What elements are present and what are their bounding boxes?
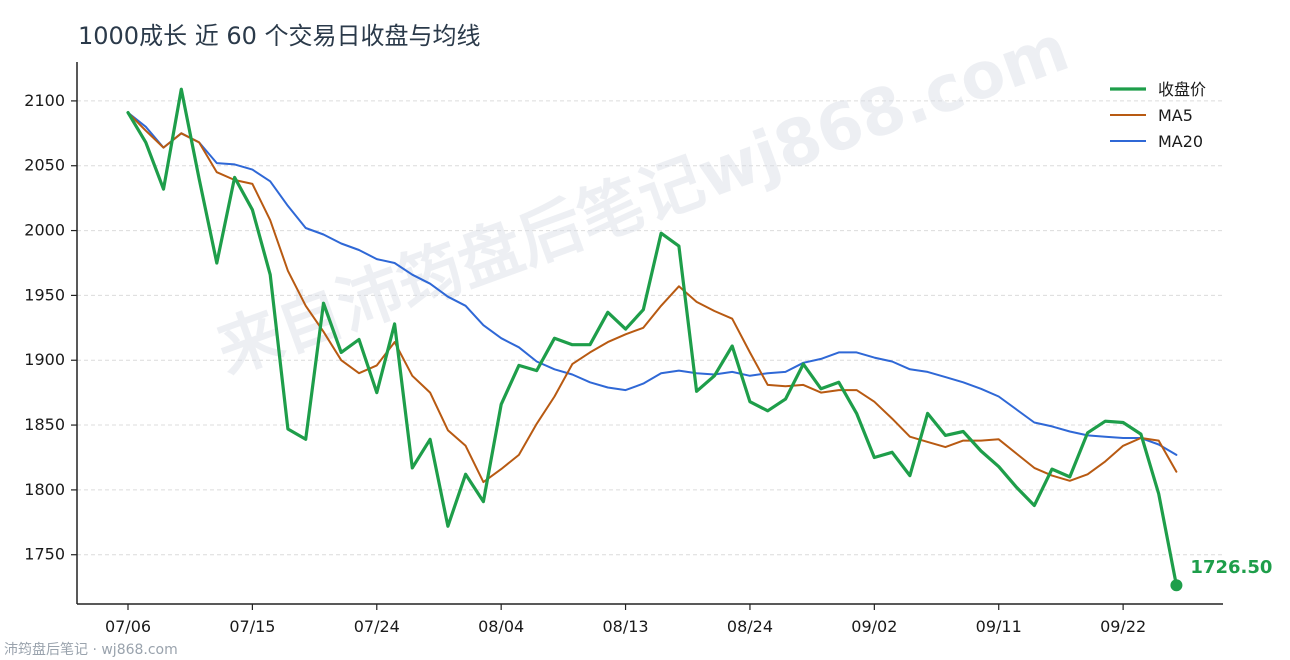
y-tick-label: 2000 <box>24 221 65 240</box>
last-value-marker: 1726.50 <box>1170 557 1272 592</box>
x-tick-label: 08/04 <box>478 617 524 636</box>
y-tick-label: 1850 <box>24 415 65 434</box>
y-axis-ticks: 1750 1800 1850 1900 1950 2000 2050 2100 <box>24 91 77 564</box>
close-price-line <box>126 87 1179 587</box>
last-close-point <box>1170 579 1183 592</box>
watermark: 来自沛筠盘后笔记wj868.com <box>208 12 1079 389</box>
x-tick-label: 09/11 <box>976 617 1022 636</box>
x-axis-ticks: 07/06 07/15 07/24 08/04 08/13 08/24 09/02 09/11… <box>105 604 1146 636</box>
footer-text: 沛筠盘后笔记 · wj868.com <box>4 641 178 658</box>
chart-title: 1000成长 近 60 个交易日收盘与均线 <box>78 22 481 50</box>
y-tick-label: 1950 <box>24 285 65 304</box>
ma20-line <box>127 111 1178 456</box>
x-tick-label: 09/02 <box>851 617 897 636</box>
ma5-line <box>127 111 1178 484</box>
last-close-label: 1726.50 <box>1190 557 1272 578</box>
legend-label: MA20 <box>1158 132 1203 151</box>
legend: 收盘价 MA5 MA20 <box>1110 80 1206 151</box>
y-tick-label: 1800 <box>24 480 65 499</box>
y-tick-label: 1750 <box>24 545 65 564</box>
axes <box>76 62 1223 605</box>
x-tick-label: 07/06 <box>105 617 151 636</box>
y-tick-label: 2100 <box>24 91 65 110</box>
y-tick-label: 1900 <box>24 350 65 369</box>
x-tick-label: 08/13 <box>603 617 649 636</box>
y-tick-label: 2050 <box>24 156 65 175</box>
legend-label: 收盘价 <box>1158 80 1206 99</box>
legend-label: MA5 <box>1158 106 1193 125</box>
x-tick-label: 08/24 <box>727 617 773 636</box>
x-tick-label: 07/24 <box>354 617 400 636</box>
grid-lines <box>77 100 1223 556</box>
series-lines <box>126 87 1179 587</box>
x-tick-label: 07/15 <box>229 617 275 636</box>
x-tick-label: 09/22 <box>1100 617 1146 636</box>
